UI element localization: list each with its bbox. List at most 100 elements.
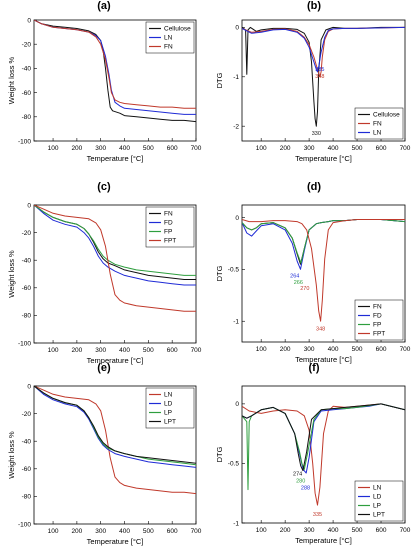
panel-1: (a) 100 200 300 400 500 600 700 0 -20 -40 -60 -80 -10… (7, 0, 202, 163)
y-tick-label: 0 (235, 25, 239, 32)
x-tick-label: 300 (95, 347, 106, 354)
series-group (242, 26, 405, 127)
y-tick-label: -80 (22, 313, 32, 320)
series-group (242, 219, 405, 322)
x-tick-label: 400 (119, 145, 130, 152)
legend-entry: FP (373, 322, 381, 329)
legend: Cellulose FN LN (354, 107, 404, 140)
legend-entry: LN (164, 392, 173, 399)
panel-label: (a) (97, 0, 111, 12)
x-tick-label: 400 (119, 347, 130, 354)
y-tick-label: -20 (22, 230, 32, 237)
series-line-cellulose (242, 26, 405, 127)
legend-entry: LN (373, 485, 382, 492)
y-tick-label: 0 (27, 383, 31, 390)
x-tick-label: 500 (352, 527, 363, 534)
legend-entry: LPT (373, 512, 385, 519)
x-tick-label: 500 (352, 346, 363, 353)
y-tick-label: -100 (18, 340, 31, 347)
y-tick-label: -1 (233, 520, 239, 527)
x-tick-label: 700 (400, 346, 411, 353)
legend-entry: FD (164, 220, 173, 227)
y-tick-label: -0.5 (228, 267, 240, 274)
series-line-fd (34, 205, 196, 286)
x-tick-label: 300 (304, 527, 315, 534)
peak-annotation: 348 (315, 74, 324, 80)
series-line-ln (242, 26, 405, 73)
y-tick-label: -100 (18, 138, 31, 145)
legend-entry: LP (373, 503, 381, 510)
y-tick-label: -20 (22, 42, 32, 49)
x-axis-label: Temperature [°C] (295, 355, 352, 364)
panel-2: (b) 100 200 300 400 500 600 700 0 -1 -2 Temperature… (215, 0, 411, 163)
legend-entry: LD (373, 494, 382, 501)
legend-entry: Cellulose (164, 26, 191, 33)
legend-entry: Cellulose (373, 112, 400, 119)
panel-4: (d) 100 200 300 400 500 600 700 0 -0.5 -1 Temperatu… (215, 181, 411, 364)
y-axis-label: DTG (215, 72, 224, 88)
legend-entry: FN (164, 211, 173, 218)
y-tick-label: 0 (235, 215, 239, 222)
x-tick-label: 100 (256, 346, 267, 353)
y-tick-label: -60 (22, 90, 32, 97)
legend-entry: LPT (164, 419, 176, 426)
y-tick-label: -80 (22, 494, 32, 501)
y-axis-label: Weight loss % (7, 431, 16, 479)
peak-annotation: 280 (296, 478, 305, 484)
x-tick-label: 600 (376, 527, 387, 534)
series-line-fpt (34, 205, 196, 312)
peak-annotation: 264 (290, 274, 299, 280)
x-tick-label: 300 (95, 528, 106, 535)
x-tick-label: 400 (328, 527, 339, 534)
x-axis-label: Temperature [°C] (87, 154, 144, 163)
y-tick-label: -1 (233, 319, 239, 326)
x-axis-label: Temperature [°C] (295, 154, 352, 163)
peak-annotation: 330 (312, 131, 321, 137)
y-axis-label: Weight loss % (7, 56, 16, 104)
x-tick-label: 100 (256, 145, 267, 152)
legend: LN LD LP LPT (145, 387, 195, 429)
series-group (34, 386, 196, 495)
x-tick-label: 600 (167, 528, 178, 535)
x-tick-label: 500 (143, 145, 154, 152)
y-axis-label: DTG (215, 265, 224, 281)
legend-entry: FPT (164, 238, 176, 245)
plot-frame (241, 19, 406, 142)
x-tick-label: 600 (376, 145, 387, 152)
legend-entry: LP (164, 410, 172, 417)
x-axis-label: Temperature [°C] (87, 537, 144, 546)
legend-entry: FP (164, 229, 172, 236)
y-tick-label: -40 (22, 258, 32, 265)
series-line-fp (242, 219, 405, 264)
series-line-ln (34, 386, 196, 495)
series-line-fn (242, 219, 405, 265)
peak-annotation: 335 (315, 67, 324, 73)
legend-entry: LN (373, 130, 382, 137)
legend: Cellulose LN FN (145, 21, 195, 54)
x-tick-label: 600 (376, 346, 387, 353)
legend-entry: FN (164, 44, 173, 51)
x-tick-label: 200 (280, 527, 291, 534)
peak-annotation: 348 (316, 327, 325, 333)
legend-entry: FN (373, 121, 382, 128)
series-line-fp (34, 205, 196, 276)
y-tick-label: -100 (18, 521, 31, 528)
y-tick-label: -60 (22, 466, 32, 473)
plot-frame (241, 204, 406, 343)
series-line-lp (242, 403, 405, 491)
x-tick-label: 300 (304, 346, 315, 353)
legend: LN LD LP LPT (354, 480, 404, 522)
y-tick-label: -20 (22, 411, 32, 418)
y-tick-label: 0 (27, 202, 31, 209)
plot-frame (241, 385, 406, 524)
panel-label: (f) (309, 362, 320, 374)
y-tick-label: -80 (22, 114, 32, 121)
x-tick-label: 700 (400, 145, 411, 152)
y-tick-label: 0 (27, 17, 31, 24)
x-tick-label: 100 (48, 528, 59, 535)
panel-6: (f) 100 200 300 400 500 600 700 0 -0.5 -1 Temperatu… (215, 362, 411, 545)
panel-label: (c) (97, 181, 111, 193)
plot-frame (33, 385, 197, 525)
x-axis-label: Temperature [°C] (295, 536, 352, 545)
